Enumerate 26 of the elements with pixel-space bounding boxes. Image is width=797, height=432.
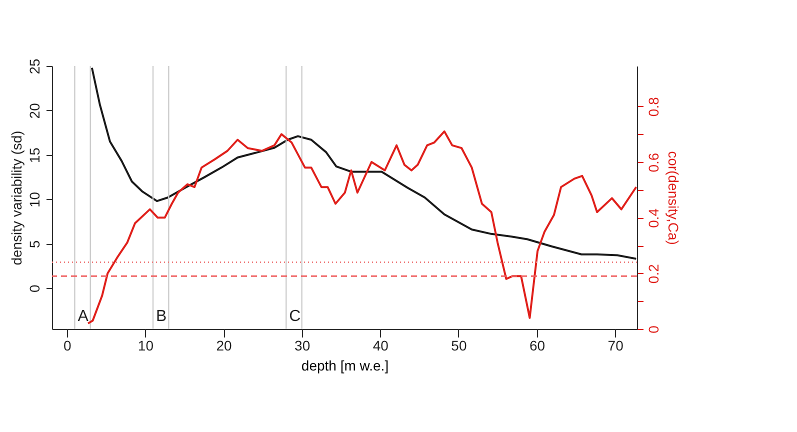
x-tick-label: 30 — [294, 338, 310, 354]
ref-line-label: C — [289, 308, 301, 325]
x-tick-label: 60 — [529, 338, 546, 354]
y-tick-label: 0 — [26, 284, 42, 293]
y-tick-label: 15 — [26, 147, 42, 164]
y2-tick-label: 0.8 — [646, 96, 662, 117]
y-axis-title: density variability (sd) — [8, 130, 24, 266]
x-tick-label: 50 — [451, 338, 467, 354]
y2-tick-label: 0.6 — [646, 152, 662, 172]
x-tick-label: 40 — [372, 338, 389, 354]
y-tick-label: 5 — [26, 240, 42, 248]
y2-tick-label: 0.2 — [646, 264, 662, 284]
x-tick-label: 0 — [63, 338, 72, 354]
y-tick-label: 25 — [26, 58, 42, 74]
y-tick-label: 10 — [26, 192, 42, 208]
ref-line-label: B — [156, 308, 167, 325]
y2-tick-label: 0.4 — [646, 208, 662, 228]
ref-line-label: A — [78, 308, 89, 325]
x-tick-label: 70 — [608, 338, 624, 354]
y-tick-label: 20 — [26, 102, 42, 119]
y2-axis-title: cor(density,Ca) — [666, 151, 682, 245]
y2-tick-label: 0 — [646, 325, 662, 334]
x-tick-label: 20 — [216, 338, 232, 354]
x-tick-label: 10 — [138, 338, 154, 354]
x-axis-title: depth [m w.e.] — [301, 358, 389, 374]
line-series — [90, 66, 638, 260]
